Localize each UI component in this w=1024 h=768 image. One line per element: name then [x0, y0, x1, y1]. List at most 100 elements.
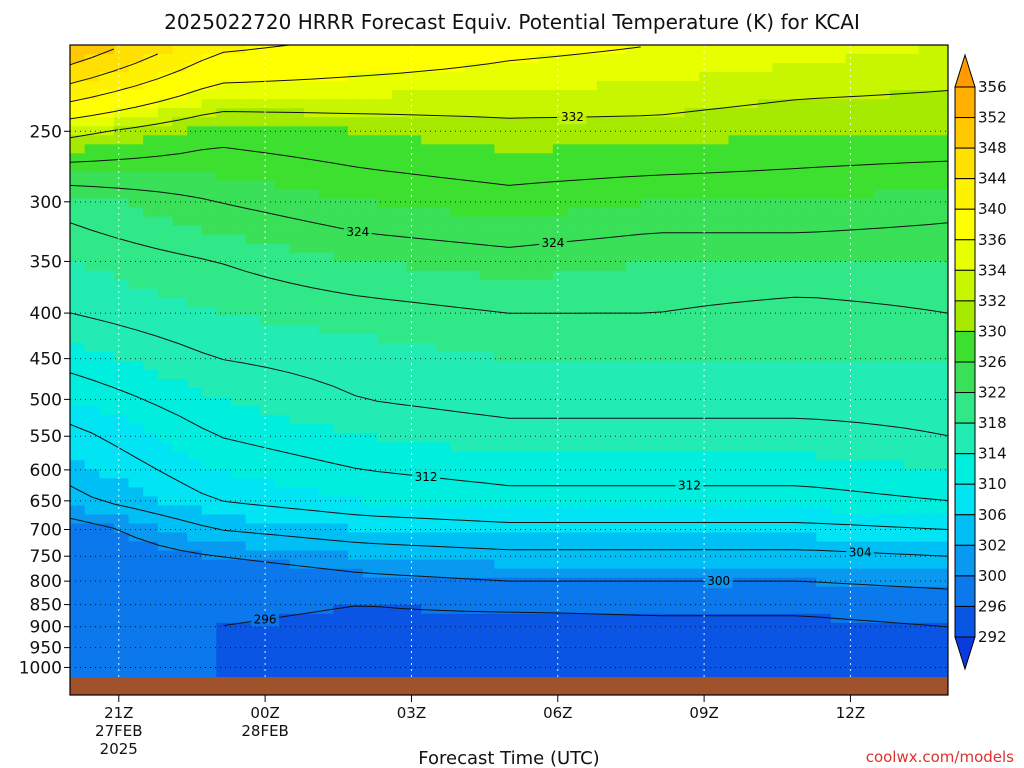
field-cell: [933, 81, 948, 91]
field-cell: [260, 406, 276, 416]
field-cell: [391, 144, 408, 154]
field-cell: [713, 586, 730, 597]
field-cell: [348, 469, 364, 479]
field-cell: [830, 243, 847, 254]
field-cell: [465, 433, 481, 443]
field-cell: [84, 541, 100, 552]
field-cell: [918, 108, 934, 118]
field-cell: [450, 198, 466, 209]
field-cell: [509, 108, 525, 118]
field-cell: [435, 361, 452, 371]
field-cell: [70, 81, 86, 91]
field-cell: [348, 297, 364, 308]
field-cell: [245, 126, 261, 136]
field-cell: [713, 415, 730, 425]
field-cell: [494, 595, 510, 606]
field-cell: [640, 361, 656, 371]
field-cell: [99, 496, 115, 507]
field-cell: [787, 532, 803, 543]
field-cell: [845, 451, 861, 461]
field-cell: [230, 658, 247, 669]
field-cell: [406, 640, 422, 651]
field-cell: [230, 478, 247, 488]
field-cell: [757, 442, 773, 452]
field-cell: [874, 207, 891, 218]
field-cell: [128, 442, 144, 452]
field-cell: [713, 135, 730, 145]
field-cell: [450, 667, 466, 677]
field-cell: [377, 370, 393, 380]
field-cell: [567, 207, 583, 218]
field-cell: [333, 514, 349, 525]
field-cell: [611, 370, 627, 380]
field-cell: [84, 189, 100, 200]
field-cell: [113, 658, 130, 669]
field-cell: [655, 388, 671, 398]
contour-line-332: [70, 90, 948, 139]
field-cell: [230, 252, 247, 263]
field-cell: [421, 45, 437, 55]
field-cell: [260, 460, 276, 470]
field-cell: [260, 514, 276, 525]
field-cell: [509, 397, 525, 407]
field-cell: [406, 622, 422, 633]
field-cell: [465, 324, 481, 335]
field-cell: [874, 640, 891, 651]
field-cell: [362, 613, 378, 624]
field-cell: [187, 54, 203, 64]
field-cell: [552, 72, 569, 82]
field-cell: [494, 568, 510, 579]
field-cell: [377, 324, 393, 335]
field-cell: [348, 333, 364, 344]
field-cell: [479, 397, 495, 407]
field-cell: [84, 153, 100, 163]
field-cell: [816, 306, 832, 317]
field-cell: [699, 514, 715, 525]
field-cell: [421, 261, 437, 272]
field-cell: [669, 370, 686, 380]
field-cell: [728, 613, 744, 624]
field-cell: [362, 342, 378, 353]
field-cell: [230, 54, 247, 64]
field-cell: [889, 406, 905, 416]
field-cell: [304, 144, 320, 154]
field-cell: [465, 333, 481, 344]
field-cell: [157, 388, 174, 398]
field-cell: [933, 532, 948, 543]
field-cell: [538, 550, 554, 561]
field-cell: [845, 667, 861, 677]
field-cell: [245, 72, 261, 82]
field-cell: [406, 81, 422, 91]
field-cell: [84, 162, 100, 172]
field-cell: [860, 406, 876, 416]
field-cell: [918, 586, 934, 597]
field-cell: [479, 370, 495, 380]
field-cell: [304, 631, 320, 642]
field-cell: [348, 658, 364, 669]
field-cell: [743, 315, 759, 326]
field-cell: [70, 541, 86, 552]
field-cell: [70, 144, 86, 154]
field-cell: [70, 388, 86, 398]
colorbar-label: 302: [978, 536, 1007, 554]
field-cell: [84, 216, 100, 227]
field-cell: [874, 261, 891, 272]
field-cell: [143, 306, 159, 317]
field-cell: [538, 207, 554, 218]
field-cell: [860, 279, 876, 290]
field-cell: [582, 631, 598, 642]
field-cell: [348, 487, 364, 498]
field-cell: [435, 108, 452, 118]
field-cell: [830, 63, 847, 73]
field-cell: [757, 243, 773, 254]
field-cell: [860, 496, 876, 507]
field-cell: [889, 324, 905, 335]
field-cell: [655, 288, 671, 299]
field-cell: [421, 198, 437, 209]
field-cell: [245, 81, 261, 91]
field-cell: [304, 667, 320, 677]
field-cell: [538, 153, 554, 163]
field-cell: [274, 505, 291, 516]
field-cell: [684, 72, 700, 82]
field-cell: [830, 351, 847, 362]
